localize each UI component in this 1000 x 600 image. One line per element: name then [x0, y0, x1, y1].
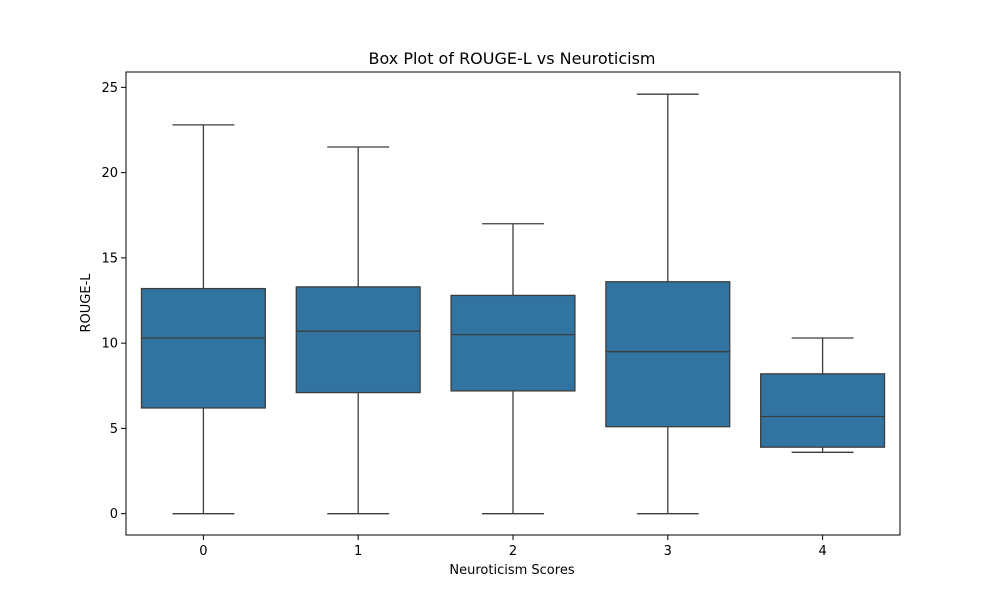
- x-tick-label: 4: [818, 544, 826, 559]
- chart-title: Box Plot of ROUGE-L vs Neuroticism: [368, 49, 655, 68]
- y-tick-label: 10: [101, 337, 118, 352]
- x-axis-label: Neuroticism Scores: [449, 563, 574, 578]
- box-1: [295, 286, 421, 394]
- box-2: [450, 294, 576, 392]
- plot-area: 0 5 10 15 20 25 0 1 2 3 4: [101, 71, 901, 559]
- x-tick-label: 2: [509, 544, 517, 559]
- x-tick-label: 1: [354, 544, 362, 559]
- x-tick-label: 3: [664, 544, 672, 559]
- y-tick-label: 5: [110, 422, 118, 437]
- y-tick-label: 25: [101, 81, 118, 96]
- box-3: [605, 281, 731, 428]
- y-tick-label: 20: [101, 166, 118, 181]
- y-axis-label: ROUGE-L: [79, 273, 94, 333]
- y-tick-label: 15: [101, 251, 118, 266]
- box-0: [140, 287, 266, 409]
- box-4: [760, 373, 886, 448]
- y-tick-label: 0: [110, 507, 118, 522]
- x-tick-label: 0: [199, 544, 207, 559]
